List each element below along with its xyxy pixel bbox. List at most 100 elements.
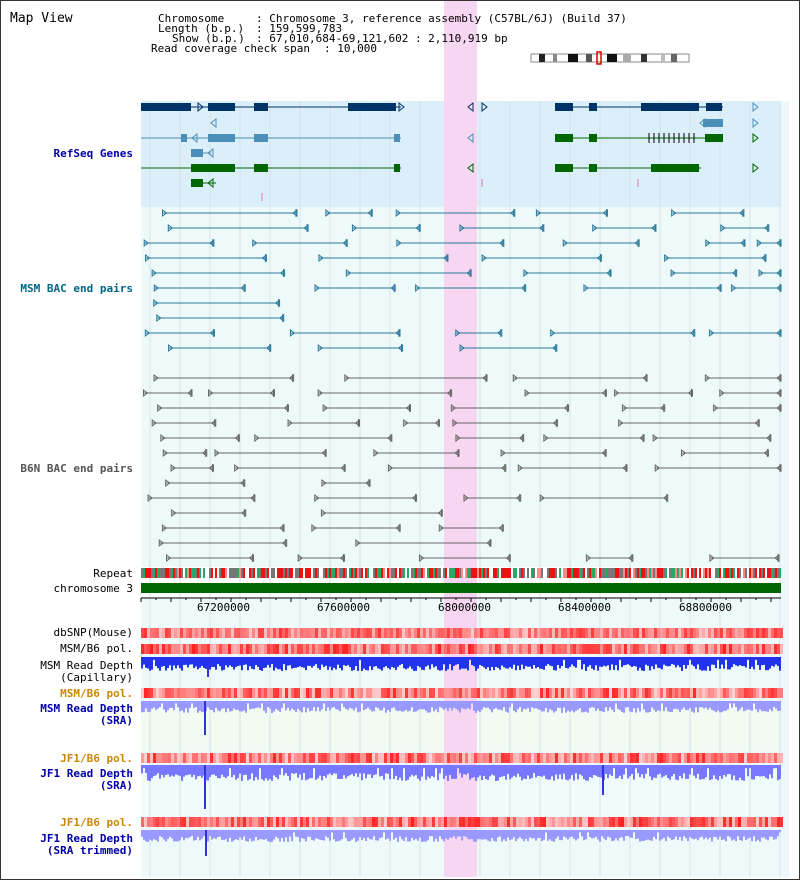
repeat-block	[281, 568, 283, 578]
polymorphism-block	[528, 688, 531, 698]
read-depth-bar	[655, 701, 657, 712]
polymorphism-block	[780, 688, 783, 698]
repeat-block	[621, 568, 623, 578]
read-depth-bar	[639, 657, 641, 668]
polymorphism-block	[261, 817, 264, 827]
polymorphism-block	[540, 628, 543, 638]
read-depth-bar	[217, 701, 219, 711]
repeat-block	[447, 568, 449, 578]
polymorphism-block	[612, 817, 615, 827]
feature-arrow	[481, 254, 487, 262]
polymorphism-block	[492, 688, 495, 698]
polymorphism-block	[402, 644, 405, 654]
read-depth-bar	[709, 701, 711, 708]
read-depth-bar	[703, 701, 705, 709]
track-label-msm-bac[interactable]: MSM BAC end pairs	[20, 282, 133, 295]
read-depth-bar	[665, 701, 667, 708]
read-depth-bar	[347, 701, 349, 711]
read-depth-bar	[147, 765, 149, 781]
repeat-block	[399, 568, 401, 578]
polymorphism-block	[738, 644, 741, 654]
polymorphism-block	[357, 753, 360, 763]
read-depth-bar	[469, 657, 471, 660]
polymorphism-block	[630, 644, 633, 654]
show-label: Show (b.p.)	[172, 32, 245, 45]
polymorphism-block	[588, 753, 591, 763]
polymorphism-block	[579, 817, 582, 827]
feature-arrow	[398, 101, 405, 113]
read-depth-bar	[445, 830, 447, 839]
polymorphism-block	[315, 644, 318, 654]
feature-arrow	[269, 389, 275, 397]
read-depth-bar	[501, 701, 503, 711]
read-depth-bar	[705, 830, 707, 838]
read-depth-bar	[611, 765, 613, 777]
read-depth-bar	[429, 765, 431, 779]
polymorphism-block	[414, 628, 417, 638]
read-depth-bar	[185, 657, 187, 665]
polymorphism-block	[672, 817, 675, 827]
polymorphism-block	[669, 817, 672, 827]
polymorphism-block	[258, 644, 261, 654]
read-depth-bar	[629, 701, 631, 712]
polymorphism-block	[231, 753, 234, 763]
polymorphism-block	[753, 644, 756, 654]
read-depth-bar	[659, 657, 661, 669]
polymorphism-block	[468, 688, 471, 698]
read-depth-bar	[289, 657, 291, 666]
read-depth-bar	[163, 830, 165, 840]
read-depth-bar	[377, 701, 379, 709]
polymorphism-block	[225, 688, 228, 698]
feature-arrow	[639, 434, 645, 442]
read-depth-bar	[219, 701, 221, 712]
polymorphism-block	[765, 817, 768, 827]
read-depth-bar	[349, 657, 351, 668]
polymorphism-block	[528, 628, 531, 638]
read-depth-bar	[343, 830, 345, 833]
read-depth-bar	[501, 657, 503, 666]
feature-arrow	[254, 434, 260, 442]
read-depth-bar	[459, 657, 461, 670]
repeat-block	[163, 568, 165, 578]
polymorphism-block	[219, 753, 222, 763]
track-label-b6n-bac[interactable]: B6N BAC end pairs	[20, 462, 133, 475]
read-depth-bar	[253, 657, 255, 670]
read-depth-bar	[649, 830, 651, 841]
read-depth-bar	[481, 701, 483, 710]
repeat-block	[635, 568, 637, 578]
read-depth-bar	[279, 765, 281, 775]
polymorphism-block	[201, 628, 204, 638]
read-depth-bar	[667, 701, 669, 712]
repeat-block	[303, 568, 305, 578]
polymorphism-block	[495, 753, 498, 763]
read-depth-bar	[567, 830, 569, 840]
track-label-refseq[interactable]: RefSeq Genes	[53, 147, 133, 160]
read-depth-bar	[681, 765, 683, 779]
read-depth-bar	[551, 765, 553, 777]
read-depth-bar	[593, 830, 595, 838]
read-depth-bar	[545, 765, 547, 779]
read-depth-bar	[289, 701, 291, 711]
polymorphism-block	[336, 628, 339, 638]
polymorphism-block	[285, 644, 288, 654]
read-depth-bar	[189, 830, 191, 838]
read-depth-bar	[543, 830, 545, 840]
read-depth-bar	[751, 765, 753, 780]
polymorphism-block	[495, 817, 498, 827]
read-depth-bar	[493, 765, 495, 776]
feature-arrow	[592, 224, 598, 232]
gene-exon	[254, 164, 268, 172]
polymorphism-block	[366, 753, 369, 763]
read-depth-bar	[525, 765, 527, 780]
read-depth-bar	[349, 830, 351, 842]
read-depth-bar	[267, 765, 269, 781]
polymorphism-block	[423, 628, 426, 638]
polymorphism-block	[777, 688, 780, 698]
polymorphism-block	[513, 688, 516, 698]
polymorphism-block	[495, 688, 498, 698]
polymorphism-block	[408, 628, 411, 638]
read-depth-bar	[647, 830, 649, 840]
read-depth-bar	[241, 701, 243, 712]
read-depth-bar	[775, 657, 777, 665]
